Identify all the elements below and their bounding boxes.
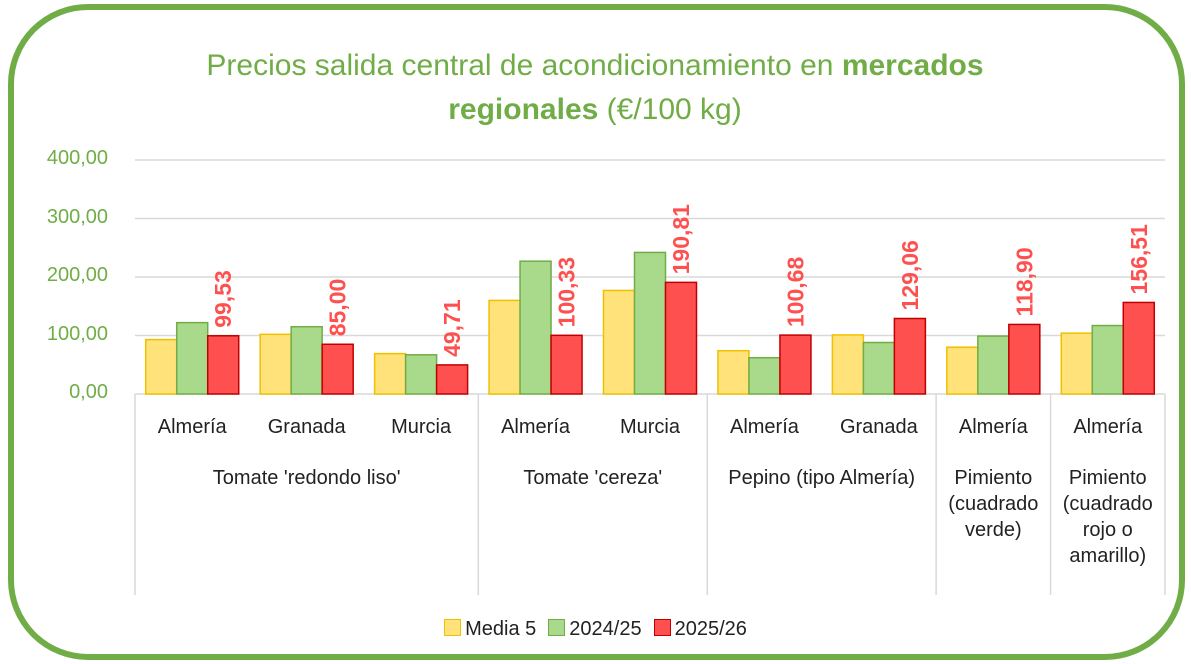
y-tick-label: 300,00 bbox=[46, 205, 108, 228]
data-label: 100,68 bbox=[782, 257, 808, 328]
legend-swatch bbox=[444, 619, 462, 636]
bar bbox=[664, 281, 698, 395]
title-part: Precios salida central de acondicionamie… bbox=[206, 49, 842, 82]
legend-swatch bbox=[548, 619, 566, 636]
bar bbox=[1122, 301, 1156, 395]
bar bbox=[519, 260, 552, 395]
x-tick-label: Almería bbox=[157, 416, 227, 438]
y-tick-label: 400,00 bbox=[46, 147, 108, 169]
group-label: Pepino (tipo Almería) bbox=[728, 467, 916, 489]
bar bbox=[404, 354, 438, 395]
y-tick-label: 100,00 bbox=[46, 322, 108, 345]
bar bbox=[717, 349, 750, 395]
legend-label: 2025/26 bbox=[674, 618, 747, 640]
legend-item: Media 5 bbox=[444, 618, 536, 641]
bar bbox=[946, 346, 979, 395]
x-tick-label: Murcia bbox=[619, 416, 680, 438]
x-tick-label: Murcia bbox=[391, 416, 452, 438]
bar bbox=[321, 343, 354, 395]
bar bbox=[144, 338, 178, 395]
y-tick-label: 0,00 bbox=[69, 381, 108, 403]
data-label: 49,71 bbox=[439, 299, 465, 357]
data-label: 129,06 bbox=[897, 240, 923, 310]
chart-title: Precios salida central de acondicionamie… bbox=[150, 44, 1040, 132]
bar bbox=[862, 341, 896, 395]
bar bbox=[633, 251, 667, 395]
y-tick-label: 200,00 bbox=[46, 264, 108, 286]
legend-item: 2024/25 bbox=[548, 618, 642, 641]
bar bbox=[1060, 332, 1094, 395]
bar bbox=[1091, 324, 1125, 395]
title-part: (€/100 kg) bbox=[598, 93, 742, 126]
legend-label: Media 5 bbox=[465, 618, 537, 640]
bar bbox=[488, 299, 521, 395]
legend-label: 2024/25 bbox=[569, 618, 642, 640]
x-tick-label: Almería bbox=[1073, 416, 1143, 438]
x-tick-label: Almería bbox=[501, 416, 570, 438]
bar bbox=[175, 321, 209, 395]
bar bbox=[748, 356, 781, 395]
data-label: 190,81 bbox=[668, 204, 694, 275]
data-label: 100,33 bbox=[554, 257, 580, 327]
x-tick-label: Almería bbox=[729, 416, 799, 438]
bar bbox=[893, 317, 927, 395]
bar bbox=[602, 289, 636, 395]
bar bbox=[779, 334, 812, 395]
bar bbox=[290, 325, 323, 395]
bar bbox=[373, 352, 407, 395]
data-label: 118,90 bbox=[1011, 247, 1037, 316]
legend: Media 5 2024/25 2025/26 bbox=[0, 618, 1191, 641]
legend-swatch bbox=[653, 619, 671, 636]
group-label: Tomate 'cereza' bbox=[523, 467, 663, 489]
legend-item: 2025/26 bbox=[653, 618, 747, 641]
group-label: Tomate 'redondo liso' bbox=[212, 467, 401, 489]
bar bbox=[206, 335, 240, 395]
bar bbox=[1008, 323, 1041, 395]
title-part: mercados regionales bbox=[448, 49, 984, 126]
group-label: Pimiento (cuadrado rojo o amarillo) bbox=[1062, 467, 1153, 567]
x-tick-label: Granada bbox=[267, 416, 346, 438]
bar bbox=[831, 334, 865, 395]
x-tick-label: Almería bbox=[958, 416, 1028, 438]
bar bbox=[550, 334, 583, 395]
bar bbox=[977, 335, 1010, 395]
bar bbox=[259, 333, 292, 395]
group-label: Pimiento (cuadrado verde) bbox=[948, 467, 1039, 541]
frame bbox=[8, 4, 1185, 660]
data-label: 156,51 bbox=[1126, 224, 1152, 295]
data-label: 85,00 bbox=[325, 279, 351, 337]
data-label: 99,53 bbox=[210, 270, 236, 328]
x-tick-label: Granada bbox=[839, 416, 918, 438]
bar bbox=[435, 364, 469, 395]
